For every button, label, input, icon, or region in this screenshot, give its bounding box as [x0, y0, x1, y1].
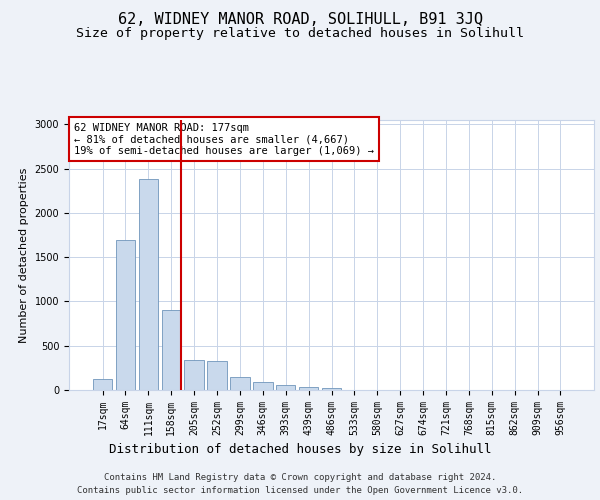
Text: 62, WIDNEY MANOR ROAD, SOLIHULL, B91 3JQ: 62, WIDNEY MANOR ROAD, SOLIHULL, B91 3JQ [118, 12, 482, 28]
Bar [276, 384, 295, 390]
Bar [230, 376, 250, 390]
Bar [161, 310, 181, 390]
Bar [322, 388, 341, 390]
Bar [93, 380, 112, 390]
Bar [184, 360, 204, 390]
Text: Distribution of detached houses by size in Solihull: Distribution of detached houses by size … [109, 442, 491, 456]
Bar [208, 361, 227, 390]
Text: Contains HM Land Registry data © Crown copyright and database right 2024.: Contains HM Land Registry data © Crown c… [104, 472, 496, 482]
Bar [253, 382, 272, 390]
Bar [299, 388, 319, 390]
Text: Contains public sector information licensed under the Open Government Licence v3: Contains public sector information licen… [77, 486, 523, 495]
Text: Size of property relative to detached houses in Solihull: Size of property relative to detached ho… [76, 28, 524, 40]
Bar [139, 180, 158, 390]
Bar [116, 240, 135, 390]
Y-axis label: Number of detached properties: Number of detached properties [19, 168, 29, 342]
Text: 62 WIDNEY MANOR ROAD: 177sqm
← 81% of detached houses are smaller (4,667)
19% of: 62 WIDNEY MANOR ROAD: 177sqm ← 81% of de… [74, 122, 374, 156]
